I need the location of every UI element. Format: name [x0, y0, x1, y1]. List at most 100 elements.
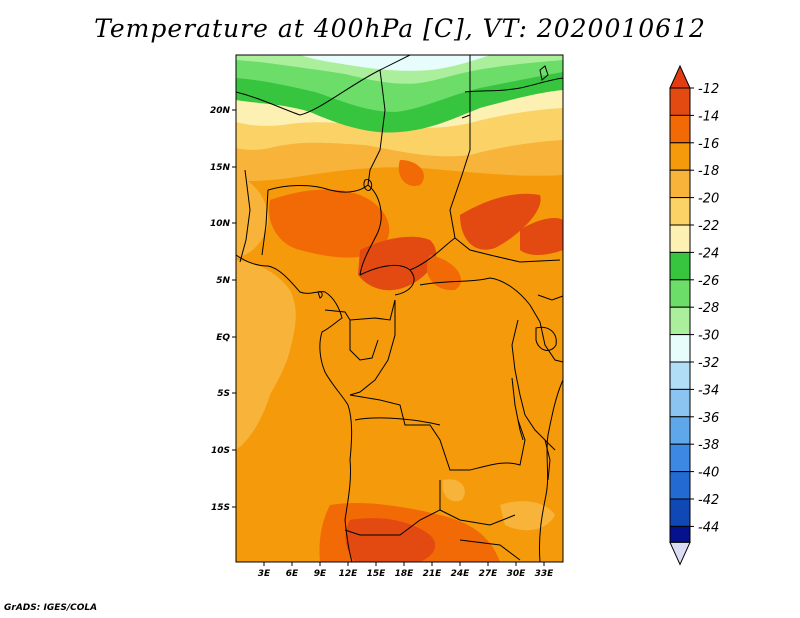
border-benin: [261, 189, 269, 256]
colorbar-label: -42: [698, 493, 719, 508]
x-tick-label: 24E: [451, 569, 471, 579]
x-tick-label: 18E: [395, 569, 415, 579]
warm-patch-sudan: [460, 193, 541, 250]
colorbar-label: -20: [698, 192, 719, 207]
y-tick-label: 10N: [210, 219, 231, 229]
band-nw-minus16: [236, 175, 269, 258]
lake-victoria: [535, 326, 557, 351]
colorbar-label: -44: [698, 520, 719, 535]
cool-patch-zambia: [442, 479, 465, 502]
colorbar-swatch: [669, 251, 691, 281]
island-bioko: [317, 291, 323, 299]
geographic-lines: [236, 55, 563, 562]
border-botswana: [459, 539, 521, 561]
y-axis-labels: 20N 15N 10N 5N EQ 5S 10S 15S: [210, 106, 231, 513]
x-tick-label: 27E: [479, 569, 499, 579]
colorbar-swatch: [669, 471, 691, 500]
band-west-minus16: [236, 260, 296, 450]
colorbar-swatch: [669, 525, 691, 543]
colorbar-swatch: [669, 197, 691, 226]
x-tick-label: 12E: [339, 569, 359, 579]
border-zambia-south: [439, 509, 516, 526]
x-tick-label: 6E: [286, 569, 299, 579]
temperature-field: [236, 55, 563, 562]
y-tick-label: 5S: [217, 389, 230, 399]
y-tick-label: 5N: [216, 276, 230, 286]
colorbar-swatch: [669, 142, 691, 171]
border-angola-namibia: [344, 480, 441, 536]
colorbar-label: -40: [698, 466, 719, 481]
border-chad-car: [409, 237, 456, 271]
colorbar-label: -22: [698, 219, 719, 234]
border-congo-drc: [349, 300, 396, 396]
colorbar-label: -16: [698, 137, 719, 152]
y-tick-label: 20N: [210, 106, 231, 116]
lake-chad: [363, 179, 373, 191]
x-tick-label: 30E: [507, 569, 527, 579]
colorbar-swatch: [669, 498, 691, 527]
border-tanzania: [524, 414, 556, 451]
y-tick-label: 15S: [211, 503, 230, 513]
colorbar-swatch: [669, 224, 691, 253]
border-gabon-congo: [349, 320, 379, 361]
colorbar-over-triangle: [669, 64, 691, 89]
colorbar-swatch: [669, 388, 691, 418]
warm-patch-east: [520, 218, 563, 255]
x-tick-label: 9E: [314, 569, 327, 579]
colorbar-label: -28: [698, 301, 719, 316]
warm-patch-cameroon: [358, 236, 437, 291]
x-tick-label: 33E: [535, 569, 555, 579]
chart-title: Temperature at 400hPa [C], VT: 202001061…: [94, 14, 706, 43]
colorbar-label: -30: [698, 329, 719, 344]
y-tick-label: EQ: [216, 333, 230, 343]
y-tick-label: 15N: [210, 163, 231, 173]
border-gabon-cameroon: [324, 299, 396, 321]
border-north-east: [464, 77, 563, 93]
hot-patch-south: [345, 518, 436, 562]
colorbar-swatch: [669, 334, 691, 363]
border-togo-ghana: [239, 169, 251, 263]
colorbar-swatch: [669, 114, 691, 144]
lake-north-east: [539, 65, 549, 81]
axis-ticks: [232, 109, 545, 566]
colorbar-label: -36: [698, 411, 719, 426]
map-frame: [235, 54, 564, 563]
colorbar-label: -18: [698, 164, 719, 179]
colorbar-label: -24: [698, 246, 719, 261]
x-tick-label: 3E: [258, 569, 271, 579]
coastline-west: [236, 254, 353, 562]
colorbar-swatch: [669, 306, 691, 336]
warm-patch-nigeria: [269, 189, 390, 258]
colorbar-swatch: [669, 361, 691, 390]
colorbar-label: -34: [698, 383, 719, 398]
x-tick-label: 21E: [423, 569, 443, 579]
border-car-drc: [419, 277, 531, 306]
lake-tanganyika: [511, 377, 524, 441]
lake-malawi: [544, 439, 551, 481]
border-uganda: [529, 304, 563, 363]
grads-credit: GrADS: IGES/COLA: [4, 603, 98, 613]
border-great-lakes: [511, 319, 526, 416]
warm-patch-chad: [398, 160, 424, 186]
border-niger-algeria: [236, 55, 411, 116]
border-niger-chad: [367, 69, 386, 186]
y-tick-label: 10S: [211, 446, 230, 456]
coastline-east: [538, 379, 563, 562]
colorbar-swatch: [669, 443, 691, 473]
colorbar-label: -38: [698, 438, 719, 453]
colorbar-swatch: [669, 416, 691, 445]
colorbar-label: -26: [698, 274, 719, 289]
colorbar-under-triangle: [669, 541, 691, 566]
colorbar-label: -12: [698, 82, 719, 97]
x-axis-labels: 3E 6E 9E 12E 15E 18E 21E 24E 27E 30E 33E: [258, 569, 554, 579]
colorbar-swatch: [669, 169, 691, 199]
colorbar-label: -14: [698, 109, 719, 124]
border-niger-nigeria: [267, 184, 369, 193]
x-tick-label: 15E: [367, 569, 387, 579]
border-drc-angola: [349, 394, 470, 471]
colorbar-swatch: [669, 279, 691, 308]
colorbar: -12 -14 -16 -18 -20 -22 -24 -26 -28 -30 -32 -34 -36 -…: [669, 64, 719, 566]
border-nigeria-chad: [359, 184, 382, 276]
colorbar-label: -32: [698, 356, 719, 371]
